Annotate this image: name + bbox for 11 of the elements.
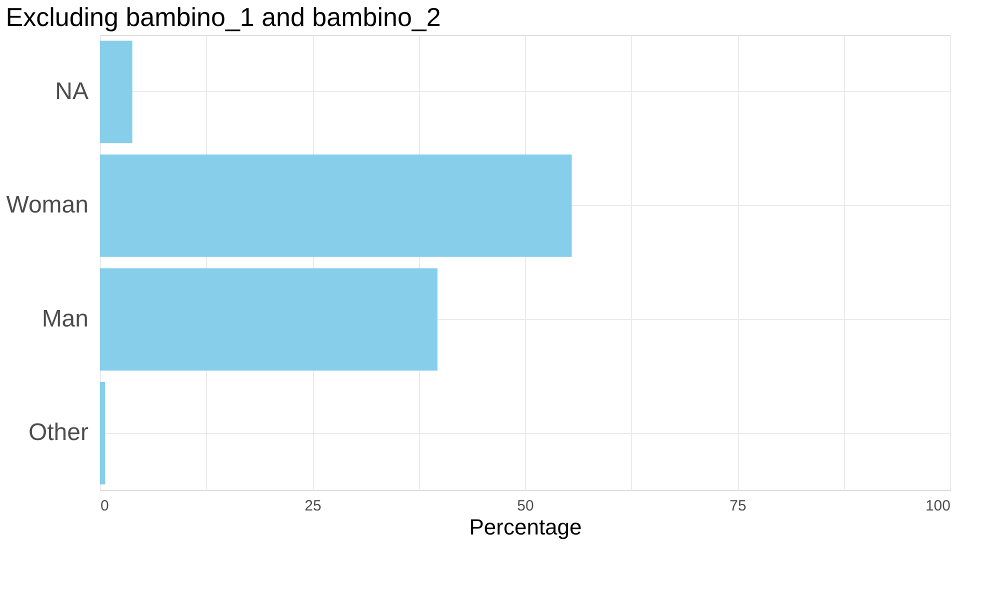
chart-title: Excluding bambino_1 and bambino_2 [6,2,441,32]
y-tick-label: Woman [6,192,88,219]
x-tick-label: 0 [100,498,109,514]
y-tick-label: NA [55,78,88,105]
x-axis-title: Percentage [469,514,582,540]
x-tick-label: 75 [730,498,746,514]
x-tick-label: 25 [304,498,322,514]
y-tick-label: Other [28,419,88,446]
x-tick-label: 100 [925,498,950,514]
y-tick-label: Man [42,305,88,332]
x-tick-label: 50 [517,498,534,514]
